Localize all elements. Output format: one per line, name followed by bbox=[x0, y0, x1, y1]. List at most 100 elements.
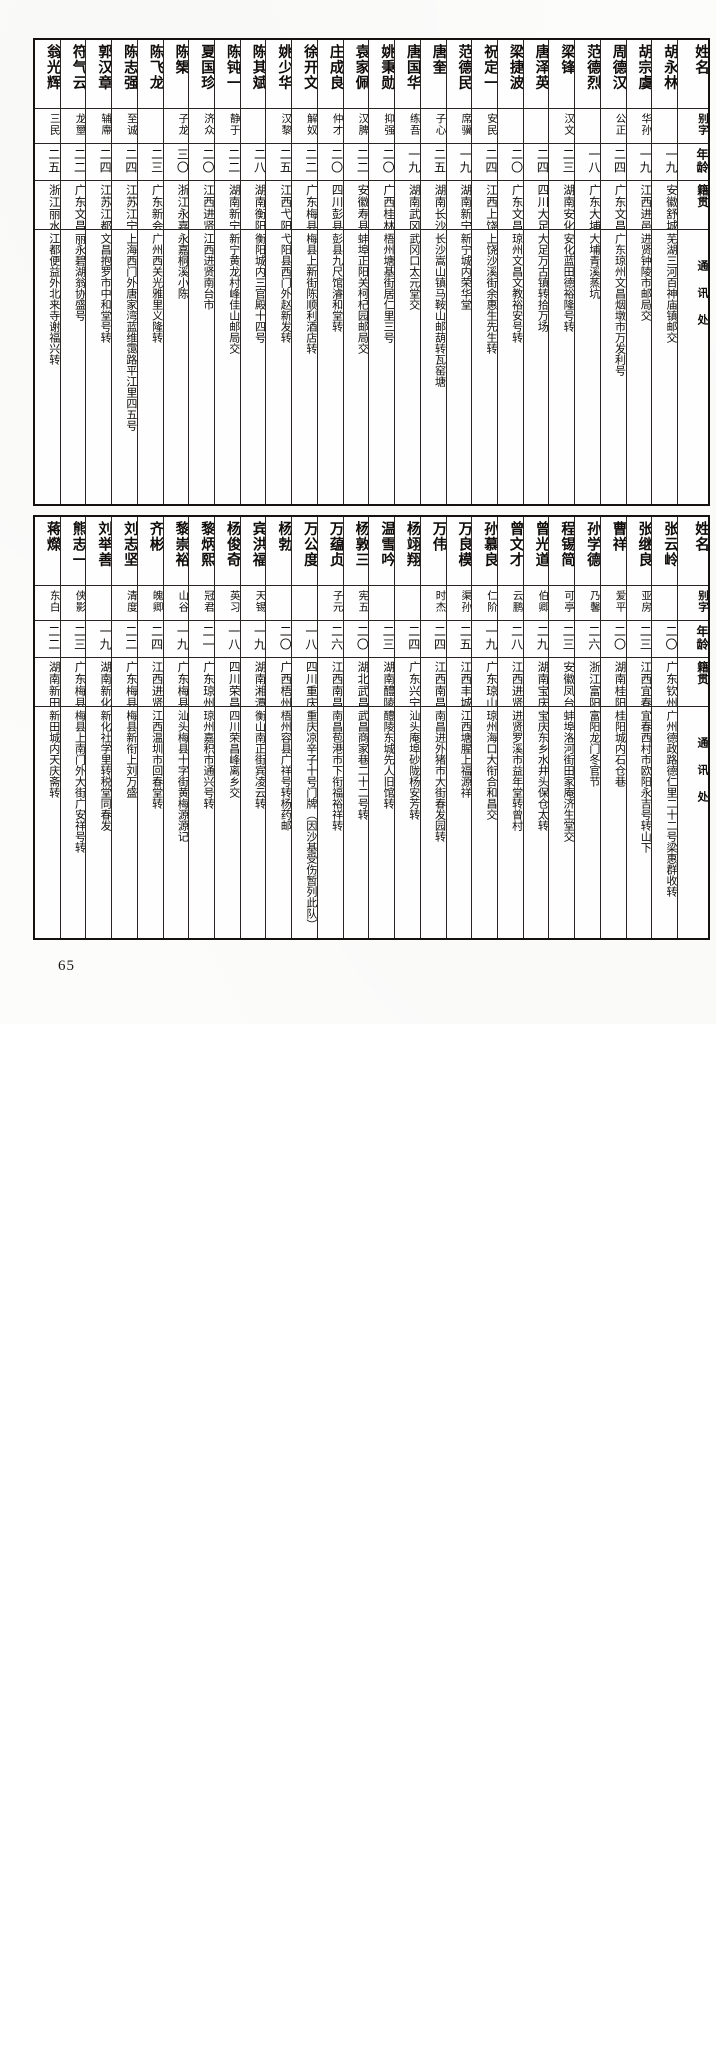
cell-alias: 济众 bbox=[188, 108, 216, 144]
cell-alias: 乃馨 bbox=[574, 585, 601, 621]
age-text: 二九 bbox=[535, 625, 549, 651]
name-text: 蒋爃 bbox=[44, 521, 61, 552]
cell-age: 二〇 bbox=[265, 620, 293, 658]
cell-origin: 广东文昌 bbox=[599, 180, 627, 230]
cell-address: 梅县上新街陈顺利酒店转 bbox=[291, 229, 318, 506]
cell-address: 彭县九尺馆濬和堂转 bbox=[316, 229, 344, 506]
origin-text: 江西进邑 bbox=[639, 184, 652, 230]
age-text: 二三 bbox=[149, 148, 164, 174]
alias-text: 仁阶 bbox=[485, 590, 498, 613]
roster-table-bottom-body: 蒋爃 熊志一 刘举善 刘志坚 齐彬 黎崇裕 黎炳熙 杨俊奇 宾洪福 杨勃 万公度 万蕴贞 杨敦三 温雪吟杨… bbox=[33, 515, 710, 940]
cell-alias: 仁阶 bbox=[471, 585, 498, 621]
cell-address: 武昌商家巷二十二号转 bbox=[342, 706, 370, 940]
header-address-label: 通讯处 bbox=[695, 737, 709, 818]
address-text: 文昌抱罗市中和堂号转 bbox=[99, 233, 112, 343]
alias-text: 子心 bbox=[434, 113, 446, 136]
age-text: 一九 bbox=[252, 625, 266, 651]
cell-name: 张继良 bbox=[625, 515, 653, 586]
cell-address: 南昌进外猪市大街春发园转 bbox=[419, 706, 447, 940]
roster-table-bottom: 蒋爃 熊志一 刘举善 刘志坚 齐彬 黎崇裕 黎炳熙 杨俊奇 宾洪福 杨勃 万公度 万蕴贞 杨敦三 温雪吟杨… bbox=[33, 515, 710, 940]
cell-age: 一八 bbox=[214, 620, 241, 658]
cell-name: 陈其斌 bbox=[239, 38, 267, 109]
address-text: 桂阳城内石仓巷 bbox=[613, 710, 627, 787]
address-text: 新宁城内荣华堂 bbox=[459, 233, 472, 310]
origin-text: 安徽舒城 bbox=[664, 184, 678, 230]
cell-alias: 魄卿 bbox=[136, 585, 164, 621]
cell-age: 二六 bbox=[574, 620, 601, 658]
origin-text: 江西南昌 bbox=[330, 661, 344, 707]
cell-alias bbox=[651, 585, 678, 621]
cell-origin: 湖北武昌 bbox=[342, 657, 370, 707]
alias-text: 山谷 bbox=[177, 590, 189, 613]
age-text: 二四 bbox=[432, 625, 446, 651]
cell-address: 桂阳城内石仓巷 bbox=[599, 706, 627, 940]
roster-table-top-body: 翁光辉 符气云 郭汉章 陈志强 陈飞龙 陈榘 夏国珍 陈钝一 陈其斌 姚少华 徐开文 庄成良 袁家佩 姚秉… bbox=[33, 38, 710, 506]
cell-address: 江都便益外北来寺谢福兴转 bbox=[33, 229, 61, 506]
alias-text bbox=[653, 587, 677, 620]
name-text: 曾文才 bbox=[507, 521, 524, 568]
origin-text: 湖南长沙 bbox=[433, 184, 446, 230]
header-alias: 别字 bbox=[676, 108, 710, 144]
age-text: 二一 bbox=[201, 625, 215, 651]
header-address-label: 通讯处 bbox=[695, 260, 709, 341]
header-name: 姓名 bbox=[676, 38, 710, 109]
alias-text: 龙壐 bbox=[74, 113, 86, 136]
cell-name: 杨翊翔 bbox=[394, 515, 421, 586]
cell-name: 杨勃 bbox=[265, 515, 293, 586]
origin-text: 江西丰城 bbox=[459, 661, 472, 707]
age-text: 二〇 bbox=[509, 148, 524, 174]
address-text: 衡山南正街宾凌云转 bbox=[253, 710, 266, 809]
cell-address: 重庆凉辛子十号门牌（因沙基受伤暂列此队） bbox=[291, 706, 318, 940]
cell-name: 曾文才 bbox=[496, 515, 524, 586]
cell-age: 二〇 bbox=[316, 143, 344, 181]
cell-age: 二〇 bbox=[188, 143, 216, 181]
cell-name: 姚少华 bbox=[265, 38, 293, 109]
cell-address: 广州西关光雅里义隆转 bbox=[136, 229, 164, 506]
address-text: 富阳龙门冬官节 bbox=[587, 710, 601, 787]
cell-address: 梧州容县广祥号转杨药邮 bbox=[265, 706, 293, 940]
age-text: 二二 bbox=[72, 148, 86, 174]
cell-age: 一九 bbox=[162, 620, 190, 658]
origin-text: 广东梅县 bbox=[176, 661, 189, 707]
cell-address: 永嘉桐溪小陈 bbox=[162, 229, 190, 506]
cell-address: 江西温圳市回春堂转 bbox=[136, 706, 164, 940]
age-text: 二〇 bbox=[612, 625, 627, 651]
cell-alias: 东白 bbox=[33, 585, 61, 621]
address-text: 进贤罗溪市益年堂转曾村 bbox=[510, 710, 524, 831]
cell-age: 二三 bbox=[59, 620, 87, 658]
header-age-label: 年龄 bbox=[694, 148, 709, 174]
cell-age: 二五 bbox=[265, 143, 293, 181]
alias-text: 练吾 bbox=[408, 113, 421, 136]
cell-origin: 广东兴宁 bbox=[394, 657, 421, 707]
age-text: 二四 bbox=[612, 148, 627, 174]
name-text: 杨勃 bbox=[276, 521, 292, 552]
age-text: 二二 bbox=[123, 625, 138, 651]
cell-origin: 湖南安化 bbox=[548, 180, 576, 230]
cell-origin: 湖南长沙 bbox=[419, 180, 447, 230]
age-text: 二〇 bbox=[329, 148, 344, 174]
address-text: 重庆凉辛子十号门牌（因沙基受伤暂列此队） bbox=[304, 710, 318, 930]
cell-address: 南昌苞港市下衔福裕祥转 bbox=[316, 706, 344, 940]
address-text: 进贤钟陵市邮局交 bbox=[639, 233, 652, 321]
cell-alias: 可亭 bbox=[548, 585, 576, 621]
age-text: 二六 bbox=[329, 625, 344, 651]
name-text: 范德民 bbox=[456, 44, 472, 91]
name-text: 万伟 bbox=[430, 521, 446, 552]
cell-alias bbox=[394, 585, 421, 621]
cell-alias: 子元 bbox=[316, 585, 344, 621]
alias-text: 汉文 bbox=[563, 113, 575, 136]
age-text: 二六 bbox=[586, 625, 601, 651]
cell-origin: 湖南宝庆 bbox=[522, 657, 550, 707]
name-text: 刘志坚 bbox=[121, 521, 138, 568]
header-address: 通讯处 bbox=[676, 229, 710, 506]
alias-text: 宪五 bbox=[357, 590, 369, 613]
origin-text: 广东琼山 bbox=[484, 661, 498, 707]
alias-text bbox=[576, 110, 600, 143]
cell-alias: 辅廗 bbox=[85, 108, 113, 144]
cell-origin: 江西进邑 bbox=[625, 180, 653, 230]
cell-name: 温雪吟 bbox=[368, 515, 396, 586]
cell-origin: 广东钦州 bbox=[651, 657, 678, 707]
cell-name: 陈飞龙 bbox=[136, 38, 164, 109]
age-text: 二〇 bbox=[355, 625, 369, 651]
origin-text: 广东梅县 bbox=[124, 661, 138, 707]
